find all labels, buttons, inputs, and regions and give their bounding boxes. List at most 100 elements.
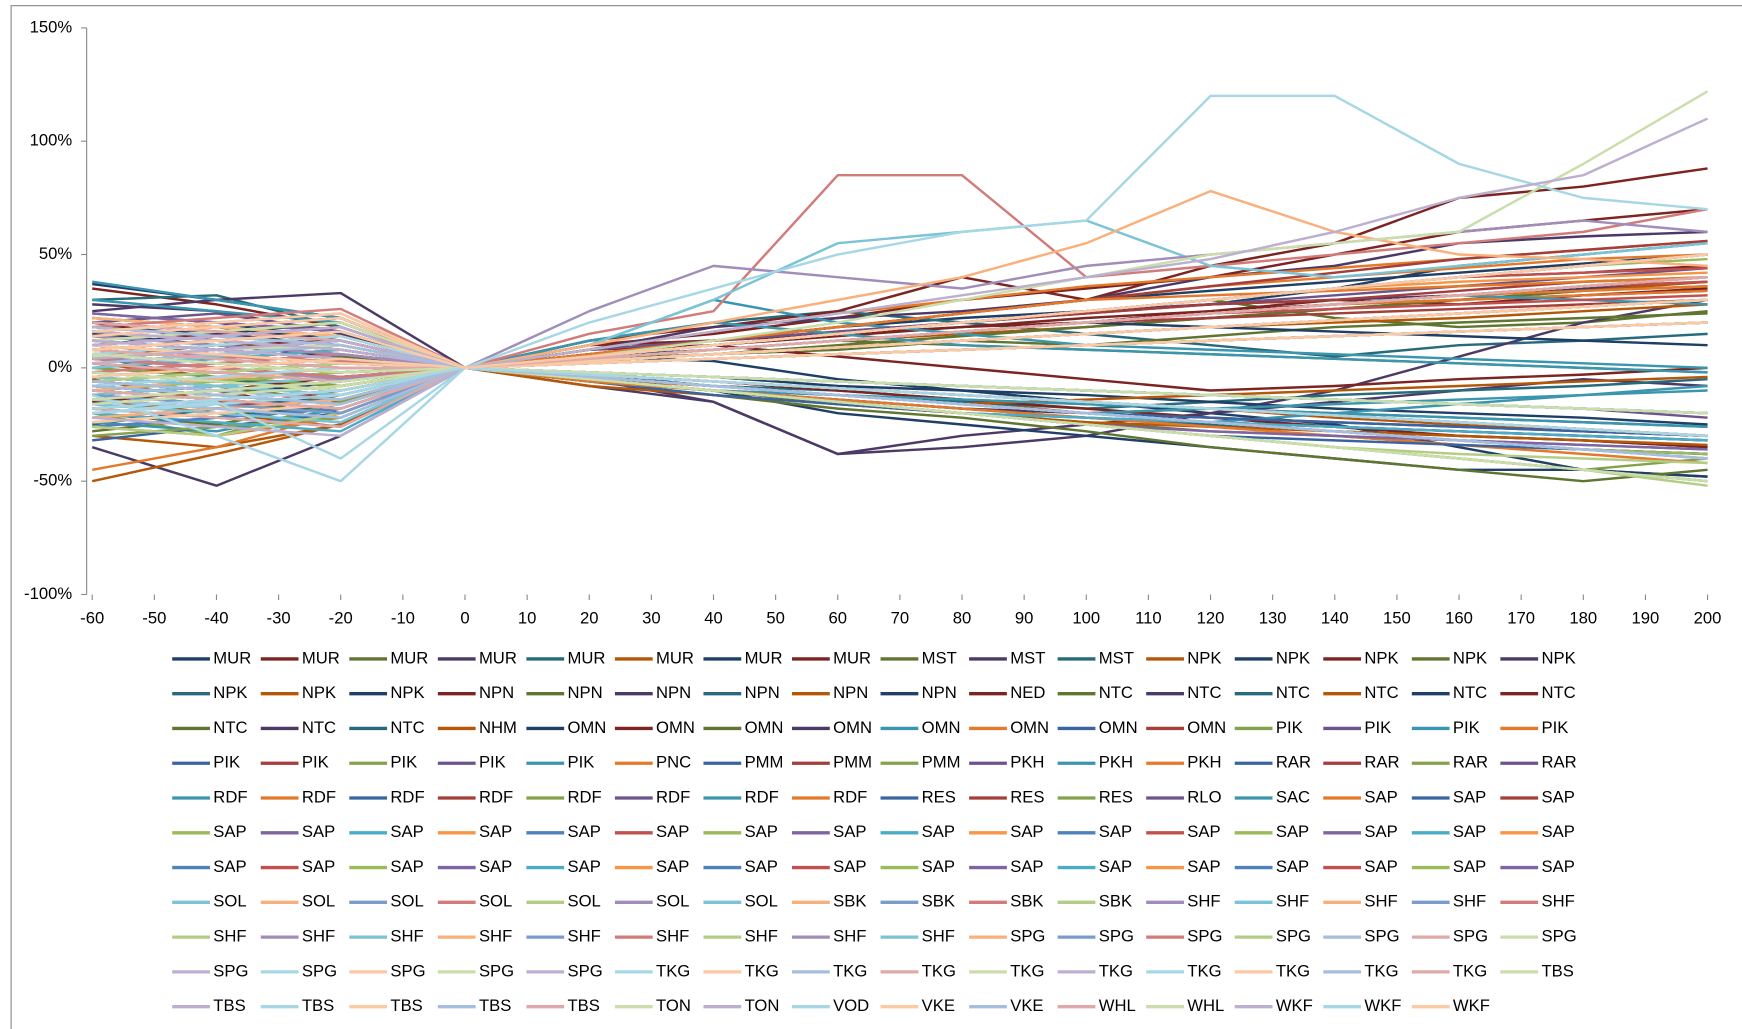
legend-label: SPG	[213, 961, 248, 980]
legend-label: PMM	[833, 753, 872, 772]
legend-label: NPK	[1364, 648, 1398, 667]
x-tick-label: 120	[1197, 608, 1225, 627]
legend-label: SPG	[390, 961, 425, 980]
x-tick-label: -60	[80, 608, 104, 627]
legend-label: SAP	[745, 857, 778, 876]
legend-label: SAP	[1010, 857, 1043, 876]
legend-label: SAP	[567, 822, 600, 841]
legend-label: SAP	[656, 857, 689, 876]
x-tick-label: 110	[1135, 608, 1162, 627]
x-tick-label: 100	[1072, 608, 1100, 627]
x-tick-label: -30	[267, 608, 291, 627]
y-tick-label: 100%	[30, 131, 73, 150]
legend-label: MUR	[833, 648, 871, 667]
x-tick-label: 70	[891, 608, 910, 627]
legend-label: SPG	[1541, 927, 1576, 946]
legend-label: SAP	[833, 822, 866, 841]
legend-label: NTC	[1541, 683, 1575, 702]
legend-label: SHF	[1541, 892, 1574, 911]
x-tick-label: -20	[329, 608, 353, 627]
legend-label: SHF	[656, 927, 689, 946]
x-tick-label: 30	[642, 608, 661, 627]
legend-label: OMN	[833, 718, 872, 737]
legend-label: NED	[1010, 683, 1045, 702]
legend-label: NTC	[1276, 683, 1310, 702]
legend-label: NPK	[390, 683, 424, 702]
legend-label: RDF	[833, 787, 867, 806]
legend-label: OMN	[1187, 718, 1226, 737]
legend-label: SAP	[1364, 857, 1397, 876]
legend-label: SBK	[922, 892, 955, 911]
legend-label: SAC	[1276, 787, 1310, 806]
legend-label: SAP	[1187, 857, 1220, 876]
legend-label: PKH	[1099, 753, 1133, 772]
legend-label: NTC	[213, 718, 247, 737]
legend-label: SAP	[1453, 787, 1486, 806]
legend-label: SBK	[1099, 892, 1132, 911]
x-tick-label: 180	[1569, 608, 1597, 627]
legend-label: SAP	[1099, 857, 1132, 876]
legend-label: SBK	[1010, 892, 1043, 911]
legend-label: NPK	[1276, 648, 1310, 667]
x-tick-label: 80	[953, 608, 972, 627]
x-tick-label: 40	[704, 608, 723, 627]
legend-label: SAP	[922, 822, 955, 841]
legend-label: WHL	[1099, 996, 1136, 1015]
legend-label: SAP	[213, 822, 246, 841]
x-tick-label: -50	[142, 608, 166, 627]
x-tick-label: 10	[518, 608, 537, 627]
legend-label: SPG	[479, 961, 514, 980]
legend-label: SPG	[567, 961, 602, 980]
legend-label: SAP	[1453, 857, 1486, 876]
legend-label: PIK	[1453, 718, 1480, 737]
legend-label: PIK	[302, 753, 329, 772]
legend-label: SAP	[922, 857, 955, 876]
legend-label: OMN	[656, 718, 695, 737]
legend-label: RDF	[745, 787, 779, 806]
legend-label: SPG	[302, 961, 337, 980]
legend-label: NPK	[213, 683, 247, 702]
y-tick-label: -50%	[33, 471, 72, 490]
legend-label: MST	[1010, 648, 1045, 667]
legend-label: RES	[1010, 787, 1044, 806]
chart-border	[10, 5, 1742, 1029]
legend-label: SHF	[390, 927, 423, 946]
legend-label: SHF	[833, 927, 866, 946]
legend-label: WKF	[1276, 996, 1313, 1015]
x-tick-label: 50	[766, 608, 785, 627]
legend-label: OMN	[1010, 718, 1049, 737]
x-tick-label: 160	[1445, 608, 1473, 627]
legend-label: SAP	[1010, 822, 1043, 841]
x-tick-label: 90	[1015, 608, 1034, 627]
legend-label: SHF	[479, 927, 512, 946]
legend-label: SHF	[745, 927, 778, 946]
legend-label: PIK	[479, 753, 506, 772]
legend-label: SPG	[1010, 927, 1045, 946]
legend-label: MUR	[745, 648, 783, 667]
legend-label: TKG	[833, 961, 867, 980]
series-line	[92, 94, 1708, 460]
legend-label: SOL	[656, 892, 689, 911]
x-tick-label: 20	[580, 608, 599, 627]
legend-label: SAP	[390, 857, 423, 876]
legend-label: SPG	[1364, 927, 1399, 946]
legend-label: RDF	[479, 787, 513, 806]
legend-label: SAP	[302, 822, 335, 841]
legend-label: SPG	[1276, 927, 1311, 946]
x-tick-label: 170	[1507, 608, 1535, 627]
legend-label: SAP	[1276, 857, 1309, 876]
y-tick-label: 50%	[39, 244, 73, 263]
legend-label: RAR	[1364, 753, 1399, 772]
series-line	[92, 353, 1708, 483]
legend-label: NPN	[833, 683, 868, 702]
legend-label: SHF	[213, 927, 246, 946]
y-tick-label: 0%	[48, 357, 72, 376]
series-line	[92, 173, 1708, 370]
legend-label: SHF	[1276, 892, 1309, 911]
x-tick-label: -40	[204, 608, 228, 627]
y-tick-label: -100%	[24, 584, 72, 603]
legend-label: SAP	[479, 857, 512, 876]
legend-label: SHF	[567, 927, 600, 946]
legend-label: NTC	[390, 718, 424, 737]
